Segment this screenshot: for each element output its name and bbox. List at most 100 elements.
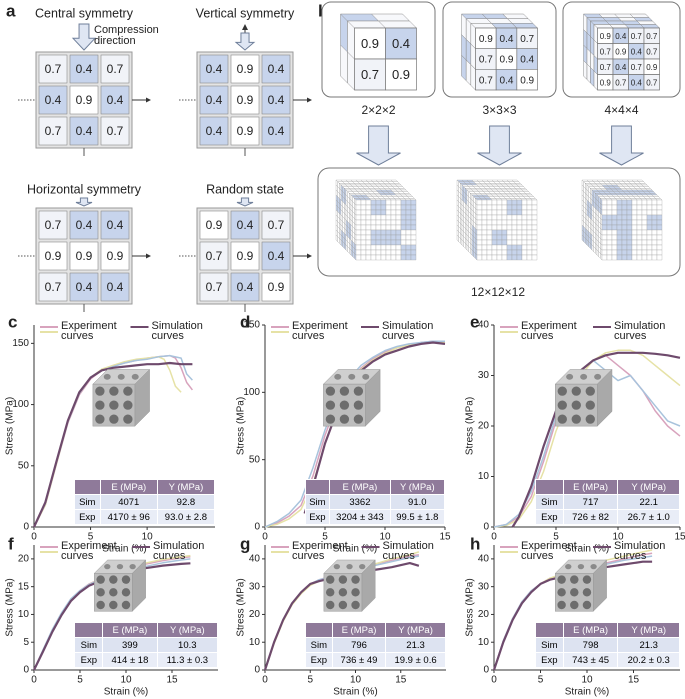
cube-cell bbox=[521, 254, 528, 261]
cube-cell bbox=[641, 219, 648, 226]
cube-cell bbox=[636, 249, 643, 256]
y-tick-label: 15 bbox=[18, 581, 30, 592]
cube-cell bbox=[606, 229, 613, 236]
cube-cell bbox=[370, 204, 377, 211]
cube-cell bbox=[375, 254, 382, 261]
cube-label: 3×3×3 bbox=[482, 103, 516, 117]
cell-value: 0.9 bbox=[76, 93, 93, 107]
cube-cell bbox=[491, 219, 498, 226]
cube-cell bbox=[496, 244, 503, 251]
cube-cell bbox=[486, 249, 493, 256]
lattice-hole bbox=[585, 414, 595, 424]
table-header: E (MPa) Y (MPa) bbox=[73, 479, 215, 495]
table-header: E (MPa) Y (MPa) bbox=[304, 622, 446, 638]
cube-value: 0.9 bbox=[520, 75, 534, 86]
cube-cell bbox=[400, 234, 407, 241]
cube-cell bbox=[531, 239, 538, 246]
legend-label: Experiment curves bbox=[61, 540, 117, 562]
cube-cell bbox=[601, 219, 608, 226]
legend-label: Experiment curves bbox=[61, 320, 117, 342]
lattice-hole bbox=[351, 575, 360, 584]
cell bbox=[230, 272, 260, 302]
cube-cell bbox=[521, 219, 528, 226]
cube-cell bbox=[491, 229, 498, 236]
cube-value: 0.7 bbox=[600, 63, 612, 72]
cube-cell bbox=[636, 219, 643, 226]
cube-cell bbox=[611, 234, 618, 241]
cube-cell bbox=[511, 229, 518, 236]
cell-value: 0.4 bbox=[206, 124, 223, 138]
cube-cell bbox=[631, 234, 638, 241]
cube-value: 0.7 bbox=[646, 78, 658, 87]
y-tick-label: 150 bbox=[243, 320, 260, 331]
panel-label: a bbox=[6, 1, 16, 20]
cube-cell bbox=[656, 214, 663, 221]
cube-cell bbox=[636, 20, 657, 25]
cube-cell bbox=[626, 244, 633, 251]
lattice-hole bbox=[577, 563, 585, 570]
cube-cell bbox=[390, 224, 397, 231]
cube-cell bbox=[365, 199, 372, 206]
x-tick-label: 15 bbox=[628, 675, 640, 686]
cube-cell bbox=[501, 214, 508, 221]
cube-cell bbox=[606, 204, 613, 211]
cube-cell bbox=[370, 214, 377, 221]
cube-cell bbox=[531, 229, 538, 236]
lattice-hole bbox=[585, 400, 595, 410]
cube-cell bbox=[355, 229, 362, 236]
cube-cell bbox=[616, 254, 623, 261]
cube-cell bbox=[496, 204, 503, 211]
cube-cell bbox=[631, 209, 638, 216]
x-axis-label: Strain (%) bbox=[102, 544, 146, 555]
cube-value: 0.7 bbox=[600, 47, 612, 56]
y-axis-label: Stress (MPa) bbox=[236, 397, 247, 455]
arrow bbox=[599, 125, 644, 166]
cube-cell bbox=[656, 224, 663, 231]
table-cell: Sim bbox=[304, 494, 331, 510]
cube-cell bbox=[501, 199, 508, 206]
cube-cell bbox=[632, 17, 654, 22]
cube-cell bbox=[486, 229, 493, 236]
cube-cell bbox=[616, 219, 623, 226]
cube-cell bbox=[360, 229, 367, 236]
cube-cell bbox=[370, 13, 411, 22]
cube-cell bbox=[651, 239, 658, 246]
cube-cell bbox=[646, 209, 653, 216]
column-header: Y (MPa) bbox=[617, 479, 680, 495]
cube-cell bbox=[516, 239, 523, 246]
cube-cell bbox=[380, 204, 387, 211]
cell-value: 0.4 bbox=[206, 93, 223, 107]
cube-cell bbox=[601, 249, 608, 256]
y-tick-label: 0 bbox=[23, 522, 29, 533]
panel-label: d bbox=[240, 312, 250, 331]
cell bbox=[100, 272, 130, 302]
x-tick-label: 0 bbox=[491, 675, 497, 686]
cube-cell bbox=[380, 209, 387, 216]
cube-cell bbox=[636, 214, 643, 221]
lattice-hole bbox=[582, 588, 592, 597]
cube-cell bbox=[641, 229, 648, 236]
column-header: E (MPa) bbox=[102, 622, 158, 638]
lattice-hole bbox=[565, 563, 572, 570]
table-cell: Sim bbox=[534, 494, 564, 510]
cube-cell bbox=[385, 58, 417, 91]
cube-cell bbox=[395, 199, 402, 206]
table-cell: 4071 bbox=[99, 494, 158, 510]
legend-label: Experiment curves bbox=[521, 540, 577, 562]
legend-label: Experiment curves bbox=[521, 320, 577, 342]
series-line bbox=[33, 562, 191, 671]
x-tick-label: 0 bbox=[31, 532, 37, 543]
cube-cell bbox=[611, 229, 618, 236]
cube-cell bbox=[516, 204, 523, 211]
cube-cell bbox=[496, 209, 503, 216]
cube-cell bbox=[651, 249, 658, 256]
cube-cell bbox=[410, 254, 417, 261]
cube-cell bbox=[481, 199, 488, 206]
legend-label: Simulation curves bbox=[614, 540, 666, 562]
lattice-hole bbox=[582, 600, 592, 610]
cube-cell bbox=[601, 214, 608, 221]
x-axis-label: Strain (%) bbox=[565, 544, 609, 555]
cube-cell bbox=[400, 229, 407, 236]
cell-value: 0.7 bbox=[45, 280, 62, 294]
cube-cell bbox=[521, 249, 528, 256]
